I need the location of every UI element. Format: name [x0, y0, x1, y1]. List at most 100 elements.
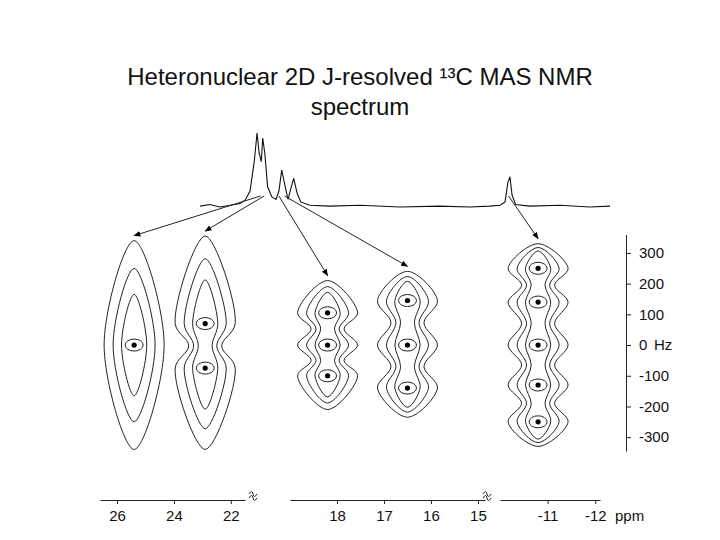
- peak-contour: [398, 339, 416, 351]
- x-tick-label: 17: [376, 507, 393, 524]
- x-tick-label: -12: [585, 507, 607, 524]
- peak-dot: [535, 342, 540, 347]
- peak-dot: [132, 342, 137, 347]
- contour-level: [184, 259, 226, 429]
- x-axis-unit: ppm: [615, 507, 644, 524]
- y-tick-mark: [626, 253, 631, 254]
- peak-contour: [319, 339, 337, 351]
- peak-contour: [196, 318, 214, 330]
- peak-contour: [398, 382, 416, 394]
- arrow: [509, 196, 539, 239]
- multiplet: [175, 236, 235, 449]
- x-tick-label: 26: [109, 507, 126, 524]
- y-tick: -200: [626, 398, 669, 415]
- x-tick-label: 16: [423, 507, 440, 524]
- y-tick-label: 200: [639, 275, 664, 292]
- x-tick-mark: [478, 500, 479, 504]
- y-tick-mark: [626, 376, 631, 377]
- x-tick-mark: [384, 500, 385, 504]
- title: Heteronuclear 2D J-resolved ¹³C MAS NMRs…: [127, 63, 592, 120]
- peak-dot: [405, 298, 410, 303]
- arrows: [134, 196, 538, 276]
- x-tick-mark: [231, 500, 232, 504]
- x-tick: 26: [109, 500, 126, 524]
- y-tick-mark: [626, 284, 631, 285]
- contour-level: [113, 268, 155, 421]
- x-tick-mark: [117, 500, 118, 504]
- spectrum-area: [200, 133, 610, 207]
- y-tick-label: -200: [639, 398, 669, 415]
- y-tick-label: 300: [639, 244, 664, 261]
- x-tick: -11: [538, 500, 559, 524]
- y-tick: 100: [626, 306, 664, 323]
- x-tick-label: 15: [470, 507, 487, 524]
- contour-level: [395, 281, 420, 407]
- x-axis-line: [291, 500, 486, 501]
- chart: Heteronuclear 2D J-resolved ¹³C MAS NMRs…: [0, 0, 720, 540]
- y-axis-unit: Hz: [654, 336, 672, 353]
- x-tick: 24: [166, 500, 183, 524]
- x-tick-label: -11: [538, 507, 559, 524]
- peak-dot: [535, 382, 540, 387]
- peak-dot: [325, 342, 330, 347]
- y-tick: 300: [626, 244, 664, 261]
- contour-level: [315, 292, 340, 397]
- peak-contour: [398, 295, 416, 307]
- peak-dot: [535, 266, 540, 271]
- x-tick-label: 24: [166, 507, 183, 524]
- axis-break: [249, 492, 257, 501]
- multiplet: [298, 281, 358, 410]
- contour-outer: [298, 281, 358, 410]
- peak-dot: [203, 321, 208, 326]
- y-tick-label: -100: [639, 367, 669, 384]
- x-tick-mark: [595, 500, 596, 504]
- x-tick-label: 22: [223, 507, 240, 524]
- multiplet: [508, 244, 568, 447]
- x-tick-mark: [431, 500, 432, 504]
- peak-contour: [196, 362, 214, 374]
- contour-outer: [508, 244, 568, 447]
- peak-dot: [203, 365, 208, 370]
- x-axis-line: [101, 500, 246, 501]
- y-tick-mark: [626, 406, 631, 407]
- contour-outer: [175, 236, 235, 449]
- x-tick: 16: [423, 500, 440, 524]
- peak-dot: [325, 310, 330, 315]
- peak-contour: [529, 339, 547, 351]
- x-axis-line: [501, 500, 601, 501]
- x-tick: -12: [585, 500, 607, 524]
- contour-level: [525, 251, 550, 439]
- peak-dot: [325, 373, 330, 378]
- contour-outer: [104, 241, 164, 450]
- x-tick: 18: [329, 500, 346, 524]
- peak-contour: [319, 307, 337, 319]
- x-tick: 17: [376, 500, 393, 524]
- axis-break: [483, 492, 491, 501]
- peak-dot: [535, 419, 540, 424]
- y-tick-label: -300: [639, 428, 669, 445]
- arrow: [279, 196, 328, 276]
- x-axis-segment: 26 24 22: [101, 500, 246, 524]
- multiplet: [377, 271, 437, 417]
- contour-level: [517, 247, 559, 442]
- y-tick: -300: [626, 428, 669, 445]
- y-tick-mark: [626, 345, 631, 346]
- spectrum-trace: [200, 133, 610, 207]
- arrow: [134, 196, 260, 236]
- x-axis-segment: -11 -12: [501, 500, 607, 524]
- y-tick-label: 100: [639, 306, 664, 323]
- x-tick-mark: [174, 500, 175, 504]
- peak-contour: [529, 262, 547, 274]
- arrow: [205, 196, 264, 231]
- title-line: Heteronuclear 2D J-resolved ¹³C MAS NMR: [127, 63, 592, 90]
- x-tick-mark: [337, 500, 338, 504]
- y-tick: 200: [626, 275, 664, 292]
- y-axis-line: [626, 235, 627, 452]
- x-tick: 22: [223, 500, 240, 524]
- contour-area: [104, 236, 568, 449]
- x-tick-mark: [548, 500, 549, 504]
- peak-contour: [529, 416, 547, 428]
- y-tick: -100: [626, 367, 669, 384]
- peak-contour: [529, 296, 547, 308]
- y-tick-mark: [626, 314, 631, 315]
